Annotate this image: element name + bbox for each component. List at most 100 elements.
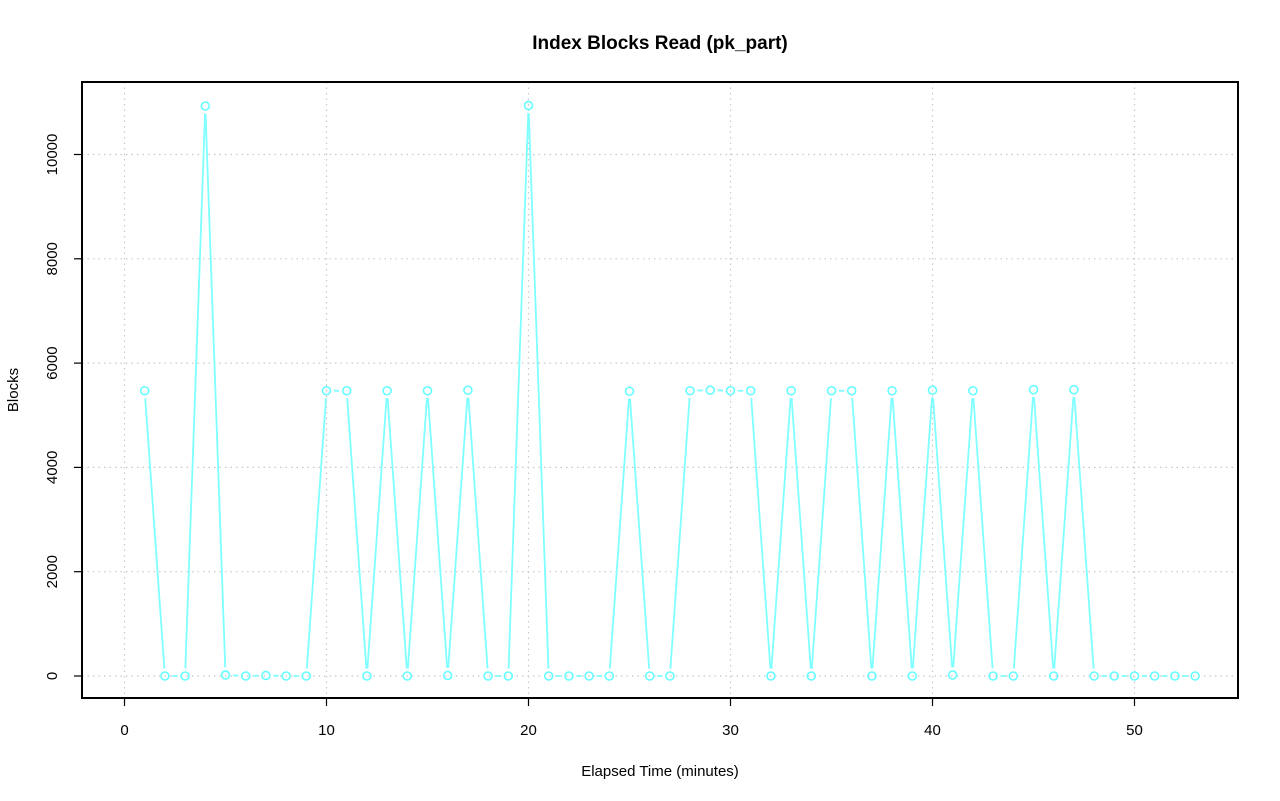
data-point xyxy=(745,385,756,396)
data-point xyxy=(624,386,635,397)
data-point xyxy=(281,671,291,681)
data-point xyxy=(362,671,372,681)
data-point xyxy=(139,385,150,396)
data-point xyxy=(341,385,352,396)
data-point xyxy=(846,385,857,396)
series-segment xyxy=(608,398,630,669)
series-segment xyxy=(891,398,913,669)
series-segment xyxy=(669,398,691,669)
data-point xyxy=(907,671,918,681)
data-point xyxy=(463,385,473,396)
data-point xyxy=(1149,671,1160,681)
series-segment xyxy=(851,398,873,669)
series-segment xyxy=(911,397,933,669)
data-point xyxy=(261,670,271,681)
data-point xyxy=(503,671,514,681)
series-segment xyxy=(1033,397,1055,669)
series-segment xyxy=(770,398,792,669)
data-point xyxy=(806,671,817,681)
series-segment xyxy=(386,398,408,669)
data-point xyxy=(160,671,170,681)
series-segment xyxy=(406,398,428,669)
y-axis-label: Blocks xyxy=(5,368,22,412)
series-segment xyxy=(366,398,388,669)
data-point xyxy=(927,385,938,396)
series-segment xyxy=(184,113,206,669)
series-segment xyxy=(427,398,449,669)
data-point xyxy=(947,670,958,680)
x-tick-label: 20 xyxy=(520,722,537,739)
data-point xyxy=(301,671,312,681)
data-point xyxy=(887,385,897,396)
data-point xyxy=(1129,671,1140,681)
data-point xyxy=(665,671,675,681)
x-tick-label: 0 xyxy=(120,722,128,739)
data-point xyxy=(867,671,877,681)
series-segment xyxy=(750,398,772,669)
series-segment xyxy=(527,112,550,669)
data-point xyxy=(1028,384,1039,395)
data-point xyxy=(968,385,978,396)
data-point xyxy=(422,385,433,396)
data-point xyxy=(1170,671,1180,681)
data-point xyxy=(1109,671,1120,681)
data-point xyxy=(321,385,332,396)
series-segment xyxy=(629,398,651,669)
data-point xyxy=(786,385,796,396)
x-tick-label: 50 xyxy=(1126,722,1143,739)
y-axis: 0 2000 4000 6000 8000 10000 xyxy=(44,134,82,680)
series-segment xyxy=(467,397,489,669)
series-segment xyxy=(790,398,812,669)
series-segment xyxy=(1053,397,1075,669)
data-point xyxy=(180,671,190,681)
data-point xyxy=(442,670,453,681)
series-segment xyxy=(952,398,974,668)
series-segment xyxy=(346,398,368,669)
data-point xyxy=(826,385,837,396)
data-point xyxy=(483,671,493,681)
x-tick-label: 30 xyxy=(722,722,739,739)
series xyxy=(139,100,1200,681)
series-segment xyxy=(305,398,327,669)
data-point xyxy=(725,385,736,396)
data-point xyxy=(1008,671,1019,681)
x-axis-label: Elapsed Time (minutes) xyxy=(581,763,739,780)
x-tick-label: 40 xyxy=(924,722,941,739)
grid xyxy=(82,82,1238,698)
data-point xyxy=(240,671,251,681)
data-point xyxy=(564,671,574,681)
y-tick-label: 4000 xyxy=(44,451,61,484)
series-segment xyxy=(932,397,954,668)
data-point xyxy=(685,385,695,396)
y-tick-label: 10000 xyxy=(44,134,61,176)
data-point xyxy=(382,385,392,396)
series-segment xyxy=(1073,397,1095,669)
series-segment xyxy=(144,398,166,669)
series-segment xyxy=(1012,397,1034,669)
series-segment xyxy=(810,398,832,669)
data-point xyxy=(200,101,211,111)
plot-frame xyxy=(81,81,1239,699)
x-axis: 0 10 20 30 40 50 xyxy=(120,698,1143,739)
y-tick-label: 8000 xyxy=(44,242,61,275)
data-point xyxy=(1089,671,1099,681)
series-segment xyxy=(204,113,227,668)
y-tick-label: 2000 xyxy=(44,555,61,588)
data-point xyxy=(543,671,554,681)
data-point xyxy=(402,671,413,681)
y-tick-label: 0 xyxy=(44,672,61,680)
data-point xyxy=(1048,671,1059,681)
data-point xyxy=(1069,384,1079,395)
chart-title: Index Blocks Read (pk_part) xyxy=(532,33,788,54)
data-point xyxy=(523,100,534,111)
y-tick-label: 6000 xyxy=(44,346,61,379)
data-point xyxy=(705,385,716,396)
x-tick-label: 10 xyxy=(318,722,335,739)
data-point xyxy=(988,671,998,681)
data-point xyxy=(1190,671,1200,681)
data-point xyxy=(604,671,615,681)
series-segment xyxy=(972,398,994,669)
series-segment xyxy=(447,397,469,669)
series-segment xyxy=(871,398,893,669)
